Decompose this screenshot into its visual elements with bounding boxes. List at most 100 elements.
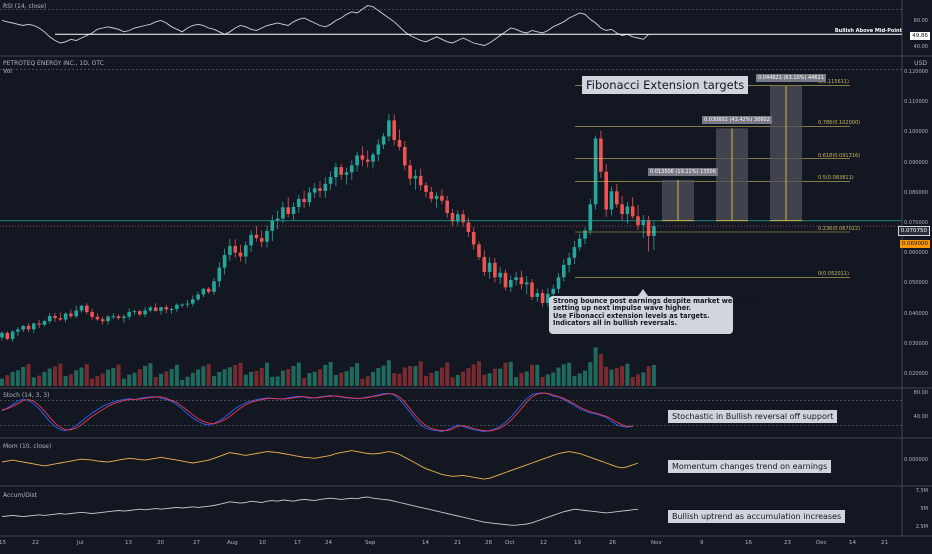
time-tick-label: Oct xyxy=(505,540,515,546)
time-tick-label: 22 xyxy=(32,540,39,546)
volume-bar xyxy=(572,375,577,386)
candle-body xyxy=(424,185,428,192)
volume-bar xyxy=(217,371,222,386)
candle-body xyxy=(630,206,635,217)
volume-bar xyxy=(318,369,322,386)
price-tick-label: 0.120000 xyxy=(904,69,928,76)
volume-bar xyxy=(365,376,370,386)
candle-body xyxy=(599,138,603,172)
volume-bar xyxy=(84,364,89,386)
candle-body xyxy=(440,195,444,201)
candle-body xyxy=(509,280,513,288)
candle-body xyxy=(546,293,550,303)
ad-tick-7.5m: 7.5M xyxy=(915,488,928,494)
candle-body xyxy=(588,204,593,231)
volume-bar xyxy=(561,364,566,386)
volume-bar xyxy=(333,375,338,386)
volume-bar xyxy=(636,374,640,386)
volume-bar xyxy=(429,372,434,386)
candle-body xyxy=(434,195,439,199)
candle-body xyxy=(85,305,89,313)
volume-bar xyxy=(164,371,169,386)
candle-body xyxy=(26,325,31,330)
candle-body xyxy=(58,318,63,320)
volume-bar xyxy=(482,374,487,386)
volume-bar xyxy=(651,365,656,386)
volume-bar xyxy=(381,365,386,386)
candle-body xyxy=(583,230,587,239)
volume-bar xyxy=(530,364,534,386)
candle-body xyxy=(312,188,317,193)
volume-bar xyxy=(58,363,63,386)
candle-body xyxy=(551,288,555,294)
price-tick-label: 0.030000 xyxy=(904,340,928,347)
candle-body xyxy=(413,175,418,179)
candle-body xyxy=(609,191,614,210)
volume-bar xyxy=(212,375,216,386)
candle-body xyxy=(0,332,4,338)
volume-bar xyxy=(302,378,307,386)
stoch-title: Stoch (14, 3, 3) xyxy=(3,392,50,399)
volume-bar xyxy=(371,371,375,386)
candle-body xyxy=(350,165,354,173)
candle-body xyxy=(604,171,608,210)
candle-body xyxy=(132,311,137,313)
volume-bar xyxy=(10,371,15,386)
volume-bar xyxy=(243,374,248,386)
volume-bar xyxy=(477,361,481,386)
volume-bar xyxy=(604,366,609,386)
time-tick-label: 17 xyxy=(294,540,301,546)
candle-body xyxy=(498,272,502,278)
candle-body xyxy=(42,321,47,325)
fib-level-label: 0.5(0.083811) xyxy=(818,175,854,182)
volume-bar xyxy=(498,368,503,386)
candle-body xyxy=(111,316,116,318)
volume-bar xyxy=(238,362,243,386)
candle-body xyxy=(445,200,449,214)
time-tick-label: 23 xyxy=(784,540,791,546)
volume-bar xyxy=(159,373,163,386)
candle-body xyxy=(106,316,110,322)
fib-level-label: 0(0.052011) xyxy=(818,271,849,278)
candle-body xyxy=(74,310,78,317)
candle-body xyxy=(291,207,296,214)
candle-body xyxy=(482,257,487,272)
volume-bar xyxy=(524,371,529,386)
volume-bar xyxy=(53,366,57,386)
volume-bar xyxy=(153,377,158,386)
volume-bar xyxy=(503,362,508,386)
volume-bar xyxy=(37,375,42,386)
stoch-note: Stochastic in Bullish reversal off suppo… xyxy=(668,410,838,423)
candle-body xyxy=(418,175,423,186)
time-tick-label: 26 xyxy=(609,540,616,546)
candle-body xyxy=(153,307,158,311)
prev-price-tag: 0.069000 xyxy=(899,240,930,248)
volume-bar xyxy=(95,376,100,386)
volume-bar xyxy=(90,378,95,386)
time-tick-label: Sep xyxy=(365,540,376,546)
candle-body xyxy=(175,304,179,310)
volume-bar xyxy=(328,362,333,386)
candle-body xyxy=(90,312,94,317)
candle-body xyxy=(169,309,174,311)
volume-bar xyxy=(5,375,10,386)
fib-level-label: 0.786(0.102000) xyxy=(818,120,861,127)
candle-body xyxy=(461,214,465,223)
time-tick-label: 27 xyxy=(193,540,200,546)
time-tick-label: Jul xyxy=(77,540,84,546)
candle-body xyxy=(493,262,497,278)
callout-line: setting up next impulse wave higher. xyxy=(553,304,692,313)
volume-bar xyxy=(116,364,121,386)
candle-body xyxy=(408,165,412,179)
volume-bar xyxy=(127,374,132,386)
mom-title: Mom (10, close) xyxy=(3,443,52,450)
candle-body xyxy=(302,198,306,203)
price-tick-label: 0.040000 xyxy=(904,310,928,317)
volume-bar xyxy=(625,363,630,386)
volume-bar xyxy=(593,347,598,386)
stoch-tick-40: 40.00 xyxy=(913,414,928,420)
volume-bar xyxy=(355,363,360,386)
candle-body xyxy=(185,303,190,305)
time-tick-label: 9 xyxy=(700,540,704,546)
candle-body xyxy=(148,307,153,311)
